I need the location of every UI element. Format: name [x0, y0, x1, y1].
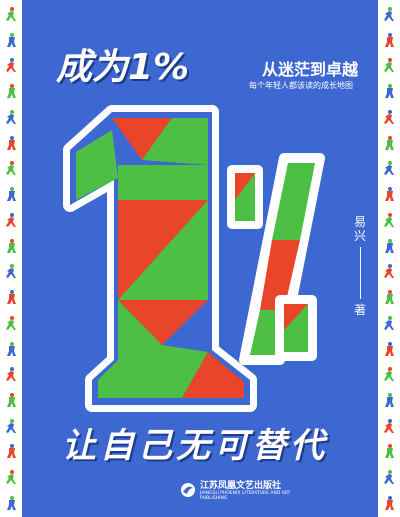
figure-icon — [7, 444, 16, 459]
figure-icon — [7, 32, 16, 47]
percent-sign — [227, 153, 325, 365]
runner-icon — [384, 58, 394, 73]
author-block: 易兴 著 — [352, 215, 368, 317]
left-pattern-border — [0, 0, 22, 517]
runner-icon — [384, 109, 394, 124]
book-subtitle: 从迷茫到卓越 — [262, 60, 359, 79]
runner-icon — [6, 315, 16, 330]
runner-icon — [384, 470, 394, 485]
runner-icon — [384, 7, 394, 21]
figure-icon — [385, 290, 394, 305]
figure-icon — [7, 187, 16, 202]
runner-icon — [384, 418, 394, 433]
publisher-block: 江苏凤凰文艺出版社 JIANGSU PHOENIX LITERATURE AND… — [180, 478, 292, 501]
figure-icon — [7, 393, 16, 408]
book-title: 成为1% — [56, 47, 190, 88]
runner-icon — [6, 418, 16, 433]
runner-icon — [384, 161, 394, 176]
right-pattern-border — [378, 0, 400, 517]
runner-icon — [6, 7, 16, 21]
figure-icon — [7, 238, 16, 253]
book-tagline: 每个年轻人都该读的成长地图 — [249, 81, 353, 90]
figure-icon — [385, 238, 394, 253]
runner-icon — [6, 264, 16, 279]
publisher-logo-icon — [181, 482, 195, 497]
digit-one — [63, 105, 257, 412]
figure-icon — [385, 187, 394, 202]
book-slogan: 让自己无可替代 — [62, 426, 328, 466]
figure-icon — [7, 290, 16, 305]
author-suffix: 著 — [353, 303, 366, 317]
author-divider — [359, 247, 361, 299]
runner-icon — [6, 109, 16, 124]
figure-icon — [385, 393, 394, 408]
cover-panel: 成为1% 从迷茫到卓越 每个年轻人都该读的成长地图 易兴 著 让自己无可替代 江… — [22, 0, 378, 517]
runner-icon — [384, 212, 394, 227]
one-percent-tangram-art — [63, 105, 325, 412]
runner-icon — [6, 367, 16, 382]
figure-icon — [385, 84, 394, 99]
figure-icon — [7, 495, 16, 510]
figure-icon — [385, 341, 394, 356]
runner-icon — [6, 470, 16, 485]
figure-icon — [7, 135, 16, 150]
publisher-name: 江苏凤凰文艺出版社 — [200, 481, 282, 491]
author-name: 易兴 — [353, 215, 366, 243]
runner-icon — [384, 367, 394, 382]
figure-icon — [385, 32, 394, 47]
figure-icon — [385, 135, 394, 150]
figure-icon — [7, 84, 16, 99]
runner-icon — [6, 212, 16, 227]
runner-icon — [384, 264, 394, 279]
figure-icon — [385, 495, 394, 510]
publisher-name-english: JIANGSU PHOENIX LITERATURE AND ART PUBLI… — [200, 491, 291, 501]
runner-icon — [6, 161, 16, 176]
runner-icon — [6, 58, 16, 73]
figure-icon — [385, 444, 394, 459]
figure-icon — [7, 341, 16, 356]
runner-icon — [384, 315, 394, 330]
